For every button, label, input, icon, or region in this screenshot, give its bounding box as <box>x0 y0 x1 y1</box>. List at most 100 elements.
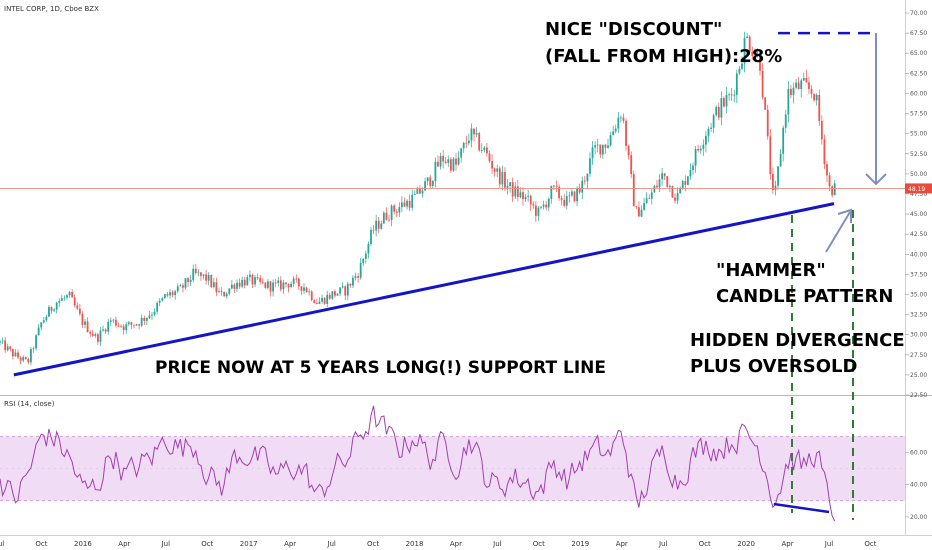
candle-body <box>328 294 331 299</box>
time-tick-label: Jul <box>161 540 171 548</box>
time-tick-label: 2019 <box>571 540 589 548</box>
price-candle <box>354 272 357 281</box>
price-candle <box>60 294 63 301</box>
candle-body <box>797 82 800 90</box>
price-candle <box>81 311 84 328</box>
candle-body <box>313 300 316 303</box>
candle-body <box>27 359 30 363</box>
candle-body <box>14 352 17 357</box>
candle-body <box>573 191 576 202</box>
candle-body <box>571 191 573 196</box>
candle-body <box>279 280 282 290</box>
candle-body <box>583 180 586 182</box>
candle-body <box>805 77 808 83</box>
candle-body <box>607 145 609 148</box>
candle-body <box>815 94 818 101</box>
price-tick-label: 52.50 <box>910 151 927 158</box>
price-candle <box>506 178 509 195</box>
price-candle <box>35 333 37 351</box>
price-candle <box>6 343 9 352</box>
price-candle <box>104 328 107 335</box>
time-tick-label: Jul <box>492 540 502 548</box>
candle-body <box>398 207 401 213</box>
candle-body <box>179 285 182 287</box>
price-candle <box>406 199 408 210</box>
price-candle <box>753 48 756 59</box>
candle-body <box>318 301 321 304</box>
price-candle <box>256 273 259 281</box>
price-candle <box>578 183 581 195</box>
time-tick-label: Jul <box>658 540 668 548</box>
price-candle <box>462 141 465 153</box>
candle-body <box>833 183 836 196</box>
price-candle <box>89 330 92 338</box>
candle-body <box>609 135 612 146</box>
time-tick-label: Oct <box>201 540 213 548</box>
price-candle <box>109 317 112 327</box>
candle-body <box>486 147 488 154</box>
price-candle <box>643 197 645 211</box>
time-tick-label: 2017 <box>240 540 258 548</box>
price-candle <box>604 143 607 155</box>
price-candle <box>534 201 537 222</box>
candle-body <box>604 144 607 148</box>
price-candle <box>416 186 419 195</box>
price-candle <box>303 282 305 295</box>
price-candle <box>272 279 274 297</box>
price-candle <box>189 274 192 286</box>
candle-body <box>349 283 352 286</box>
price-candle <box>14 349 17 357</box>
candle-body <box>820 120 823 140</box>
symbol-header: INTEL CORP, 1D, Cboe BZX <box>4 5 99 13</box>
price-candle <box>112 319 115 324</box>
price-candle <box>328 292 331 300</box>
candle-body <box>545 204 548 208</box>
price-candle <box>120 324 122 328</box>
price-candle <box>179 283 182 287</box>
candle-body <box>473 128 475 135</box>
candle-body <box>267 281 269 288</box>
candle-body <box>269 281 272 292</box>
price-candle <box>133 324 135 329</box>
time-tick-label: Jul <box>824 540 834 548</box>
candle-body <box>272 282 274 292</box>
price-candle <box>174 289 177 300</box>
price-candle <box>285 282 287 288</box>
candle-body <box>748 36 751 52</box>
price-candle <box>697 144 700 153</box>
price-candle <box>656 179 658 189</box>
candle-body <box>753 55 756 57</box>
price-candle <box>609 132 612 147</box>
candle-body <box>759 53 761 71</box>
candle-body <box>68 291 71 296</box>
price-candle <box>339 287 341 297</box>
candle-body <box>362 258 365 264</box>
candle-body <box>230 284 233 289</box>
candle-body <box>565 196 568 206</box>
hammer-arrow-head <box>837 208 852 223</box>
candle-body <box>323 297 326 304</box>
price-candle <box>810 85 813 99</box>
price-tick-label: 27.50 <box>910 352 927 359</box>
candle-body <box>462 142 465 149</box>
candle-body <box>370 229 372 244</box>
price-candle <box>565 191 568 210</box>
price-candle <box>1 337 4 345</box>
price-candle <box>408 194 411 212</box>
candle-body <box>388 219 390 221</box>
candle-body <box>1 340 4 342</box>
price-candle <box>707 126 710 142</box>
price-candle <box>50 306 53 314</box>
candle-body <box>285 282 287 285</box>
price-candle <box>537 205 540 221</box>
price-candle <box>334 289 336 298</box>
hammer-arrow-shaft <box>825 211 851 253</box>
price-candle <box>323 297 326 305</box>
candle-body <box>200 272 202 276</box>
price-candle <box>58 298 61 307</box>
price-candle <box>733 89 736 103</box>
price-candle <box>163 294 166 299</box>
price-candle <box>238 278 241 289</box>
candle-body <box>540 206 542 208</box>
